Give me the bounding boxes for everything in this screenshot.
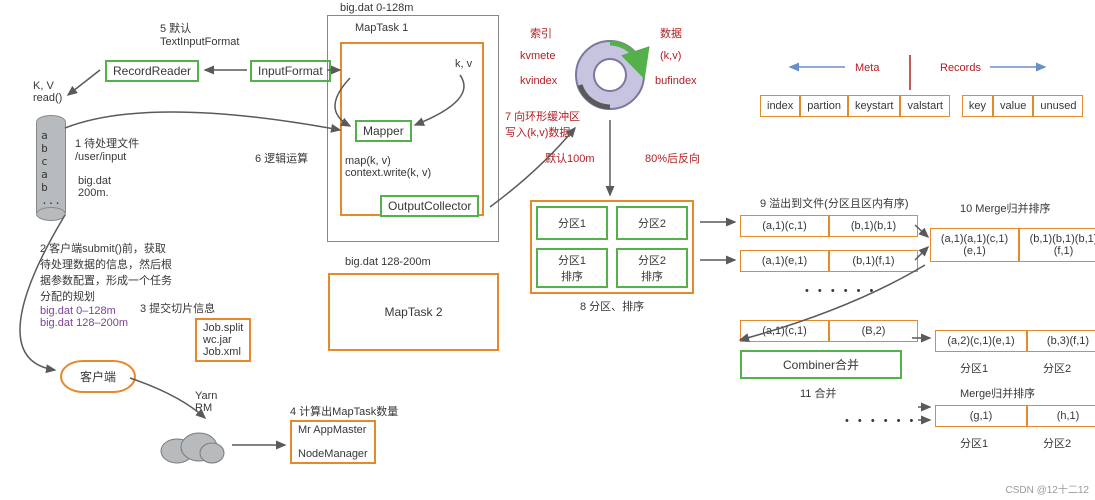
records-label: Records	[940, 62, 981, 74]
mt2-title: big.dat 128-200m	[345, 256, 431, 268]
spill-row1: (a,1)(c,1)(b,1)(b,1)	[740, 215, 918, 237]
kv-pair: (k,v)	[660, 50, 681, 62]
mapper-box: Mapper	[355, 120, 412, 142]
after80: 80%后反向	[645, 150, 700, 166]
kvmete: kvmete	[520, 50, 555, 62]
watermark: CSDN @12十二12	[1005, 481, 1089, 496]
part1-label: 分区1	[960, 360, 988, 376]
mr-box: Mr AppMaster NodeManager	[290, 420, 376, 464]
step11-label: 11 合并	[800, 385, 836, 401]
combiner-box: Combiner合并	[740, 350, 902, 379]
part2-label: 分区2	[1043, 360, 1071, 376]
kv-label: k, v	[455, 58, 472, 70]
input-format-box: InputFormat	[250, 60, 331, 82]
partition-box: 分区1 分区2 分区1 排序 分区2 排序	[530, 200, 694, 294]
step6-label: 6 逻辑运算	[255, 150, 308, 166]
step5-label: 5 默认 TextInputFormat	[160, 20, 239, 48]
mt1-label: MapTask 1	[355, 22, 408, 34]
step7-label: 7 向环形缓冲区 写入(k,v)数据	[505, 108, 580, 140]
cloud-icon	[157, 425, 227, 468]
map-call: map(k, v) context.write(k, v)	[345, 155, 431, 179]
header-row: indexpartionkeystartvalstartkeyvalueunus…	[760, 95, 1083, 117]
dots1: • • • • • •	[805, 285, 876, 297]
step1-file: big.dat 200m.	[78, 175, 111, 199]
spill-row2: (a,1)(e,1)(b,1)(f,1)	[740, 250, 918, 272]
step4-label: 4 计算出MapTask数量	[290, 403, 398, 419]
step8-label: 8 分区、排序	[580, 298, 644, 314]
client-box: 客户端	[60, 360, 136, 393]
merge-row: (a,1)(a,1)(c,1)(e,1)(b,1)(b,1)(b,1)(f,1)	[930, 228, 1095, 262]
data-cylinder: a b c a b ...	[36, 115, 64, 221]
diagram-root: { "type":"flowchart", "colors":{"green":…	[0, 0, 1095, 500]
kv-read-label: K, V read()	[33, 80, 62, 104]
merge-sort-label: Merge归并排序	[960, 385, 1035, 401]
part2-label2: 分区2	[1043, 435, 1071, 451]
dots2: • • • • • •	[845, 415, 916, 427]
meta-label: Meta	[855, 62, 879, 74]
output-collector-box: OutputCollector	[380, 195, 479, 217]
step9-label: 9 溢出到文件(分区且区内有序)	[760, 195, 909, 211]
ring-buffer-icon	[570, 35, 650, 118]
final-row: (a,2)(c,1)(e,1)(b,3)(f,1)	[935, 330, 1095, 352]
data-title: 数据	[660, 25, 682, 41]
part1-label2: 分区1	[960, 435, 988, 451]
default100: 默认100m	[545, 150, 595, 166]
kvindex: kvindex	[520, 75, 557, 87]
yarn-label: Yarn RM	[195, 390, 217, 414]
splits-label: big.dat 0–128m big.dat 128–200m	[40, 305, 128, 329]
bufindex: bufindex	[655, 75, 697, 87]
idx-title: 索引	[530, 25, 552, 41]
record-reader-box: RecordReader	[105, 60, 199, 82]
step3-label: 3 提交切片信息	[140, 300, 215, 316]
mt2-box: MapTask 2	[328, 273, 499, 351]
mt1-title: big.dat 0-128m	[340, 2, 413, 14]
cylinder-letters: a b c a b ...	[41, 129, 61, 207]
extra-row: (g,1)(h,1)	[935, 405, 1095, 427]
step2-label: 2 客户端submit()前，获取 待处理数据的信息，然后根 据参数配置，形成一…	[40, 240, 210, 304]
split-info-box: Job.split wc.jar Job.xml	[195, 318, 251, 362]
combiner-top: (a,1)(c,1)(B,2)	[740, 320, 918, 342]
step1-label: 1 待处理文件 /user/input	[75, 135, 139, 163]
step10-label: 10 Merge归并排序	[960, 200, 1050, 216]
